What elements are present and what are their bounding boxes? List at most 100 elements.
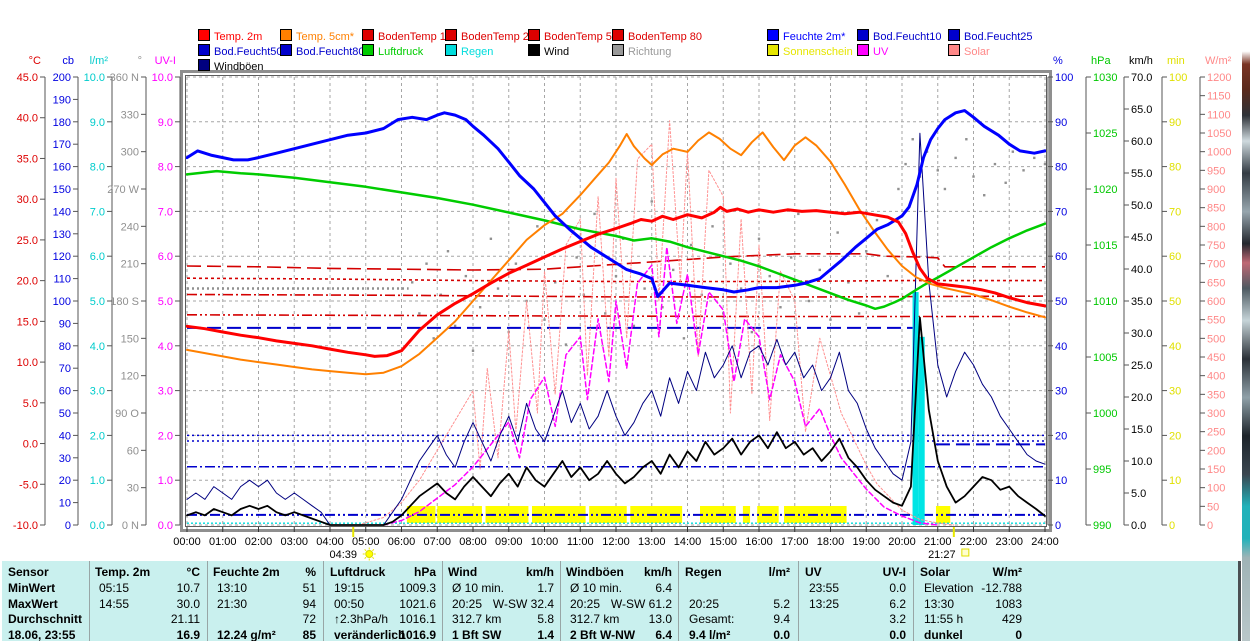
table-right-border	[1238, 561, 1241, 641]
table-cell: 3.2	[889, 612, 906, 626]
svg-text:70.0: 70.0	[1131, 72, 1152, 84]
svg-text:23:00: 23:00	[995, 536, 1023, 548]
legend-color-swatch	[445, 44, 457, 56]
axis-C: -10.0 -5.0 0.0 5.0 10.0 15.0 20.0 25.0 30.0 35.0 4…	[13, 55, 46, 532]
svg-text:00:00: 00:00	[173, 536, 201, 548]
svg-text:400: 400	[1207, 371, 1225, 383]
svg-text:50: 50	[1055, 296, 1067, 308]
svg-text:10.0: 10.0	[84, 72, 105, 84]
svg-text:04:00: 04:00	[316, 536, 344, 548]
table-cell: Gesamt:	[689, 612, 735, 626]
svg-text:20.0: 20.0	[1131, 392, 1152, 404]
table-cell: 9.4 l/m²	[689, 627, 731, 641]
table-separator	[442, 561, 443, 641]
svg-text:330: 330	[121, 109, 139, 121]
series-layer	[186, 109, 1046, 526]
table-separator	[323, 561, 324, 641]
legend-label: BodenTemp 25	[461, 31, 535, 43]
table-separator	[560, 561, 561, 641]
table-cell: Ø 10 min.	[452, 581, 505, 595]
svg-text:1010: 1010	[1093, 296, 1117, 308]
svg-text:°C: °C	[29, 55, 41, 67]
svg-text:120: 120	[121, 371, 139, 383]
svg-text:19:00: 19:00	[852, 536, 880, 548]
svg-text:90 O: 90 O	[115, 408, 139, 420]
table-cell: 1083	[995, 596, 1022, 611]
svg-text:40.0: 40.0	[1131, 264, 1152, 276]
svg-text:09:00: 09:00	[495, 536, 523, 548]
svg-text:40.0: 40.0	[17, 113, 38, 125]
svg-text:90: 90	[1055, 117, 1067, 129]
table-cell: UV-I	[882, 565, 906, 579]
table-cell: Windböen	[566, 565, 624, 579]
table-cell: 5.8	[537, 612, 554, 626]
legend-color-swatch	[767, 44, 779, 56]
series-bod-feucht10	[187, 326, 1045, 446]
series-bodentemp-25	[186, 277, 1045, 283]
legend-color-swatch	[612, 29, 624, 41]
table-cell: 20:25	[570, 596, 601, 611]
table-cell: 9.4	[773, 612, 790, 626]
svg-text:4.0: 4.0	[90, 341, 105, 353]
table-cell: 85	[302, 627, 316, 641]
svg-text:7.0: 7.0	[158, 206, 173, 218]
svg-text:210: 210	[121, 259, 139, 271]
svg-text:cb: cb	[62, 55, 74, 67]
svg-text:16:00: 16:00	[745, 536, 773, 548]
legend-item-bod-feucht10: Bod.Feucht10	[857, 29, 942, 43]
svg-text:0: 0	[1169, 520, 1175, 532]
svg-text:1015: 1015	[1093, 240, 1117, 252]
svg-text:15:00: 15:00	[709, 536, 737, 548]
table-cell: 18.06, 23:55	[8, 627, 76, 641]
svg-text:550: 550	[1207, 315, 1225, 327]
svg-text:750: 750	[1207, 240, 1225, 252]
svg-text:100: 100	[1207, 483, 1225, 495]
legend-color-swatch	[198, 59, 210, 71]
svg-text:1050: 1050	[1207, 128, 1231, 140]
svg-text:45.0: 45.0	[1131, 232, 1152, 244]
svg-text:24:00: 24:00	[1031, 536, 1059, 548]
table-cell: Temp. 2m	[95, 565, 151, 579]
right-edge-strip	[1242, 0, 1250, 641]
legend-item-luftdruck: Luftdruck	[362, 44, 423, 58]
svg-text:0.0: 0.0	[23, 439, 38, 451]
svg-text:500: 500	[1207, 333, 1225, 345]
svg-text:1005: 1005	[1093, 352, 1117, 364]
svg-text:180: 180	[53, 117, 71, 129]
legend-item-temp-2m: Temp. 2m	[198, 29, 262, 43]
svg-text:17:00: 17:00	[781, 536, 809, 548]
table-cell: 429	[1001, 612, 1022, 626]
svg-text:18:00: 18:00	[817, 536, 845, 548]
svg-text:35.0: 35.0	[1131, 296, 1152, 308]
svg-text:950: 950	[1207, 165, 1225, 177]
svg-text:22:00: 22:00	[960, 536, 988, 548]
legend-item-bodentemp-50: BodenTemp 50	[528, 29, 618, 43]
svg-text:50: 50	[1207, 501, 1219, 513]
legend-color-swatch	[198, 44, 210, 56]
svg-text:1000: 1000	[1093, 408, 1117, 420]
x-axis: 00:00 01:00 02:00 03:00 04:00 05:00 06:00 07:00…	[173, 527, 1059, 548]
svg-text:70: 70	[59, 363, 71, 375]
svg-text:150: 150	[53, 184, 71, 196]
svg-text:50: 50	[59, 408, 71, 420]
legend-item-bod-feucht25: Bod.Feucht25	[948, 29, 1033, 43]
legend-color-swatch	[280, 44, 292, 56]
svg-text:0: 0	[65, 520, 71, 532]
axis-lm2: 0.0 1.0 2.0 3.0 4.0 5.0 6.0 7.0 8.0 9.0 10.0 l/m²	[84, 55, 113, 532]
svg-text:55.0: 55.0	[1131, 168, 1152, 180]
svg-text:1000: 1000	[1207, 147, 1231, 159]
svg-text:20: 20	[1169, 430, 1181, 442]
table-cell: Elevation	[924, 581, 974, 595]
svg-text:3.0: 3.0	[158, 386, 173, 398]
svg-text:8.0: 8.0	[158, 162, 173, 174]
table-cell: 0	[1015, 627, 1022, 641]
svg-text:60.0: 60.0	[1131, 136, 1152, 148]
axis-UVI: 0.0 1.0 2.0 3.0 4.0 5.0 6.0 7.0 8.0 9.0 10.0 UV-I	[152, 55, 181, 532]
svg-text:10: 10	[1169, 475, 1181, 487]
legend-label: Regen	[461, 46, 494, 58]
svg-text:5.0: 5.0	[158, 296, 173, 308]
svg-text:30.0: 30.0	[17, 194, 38, 206]
svg-text:%: %	[1053, 55, 1063, 67]
weather-chart: -10.0 -5.0 0.0 5.0 10.0 15.0 20.0 25.0 30.0 35.0 4…	[12, 55, 1232, 561]
svg-text:10.0: 10.0	[1131, 456, 1152, 468]
